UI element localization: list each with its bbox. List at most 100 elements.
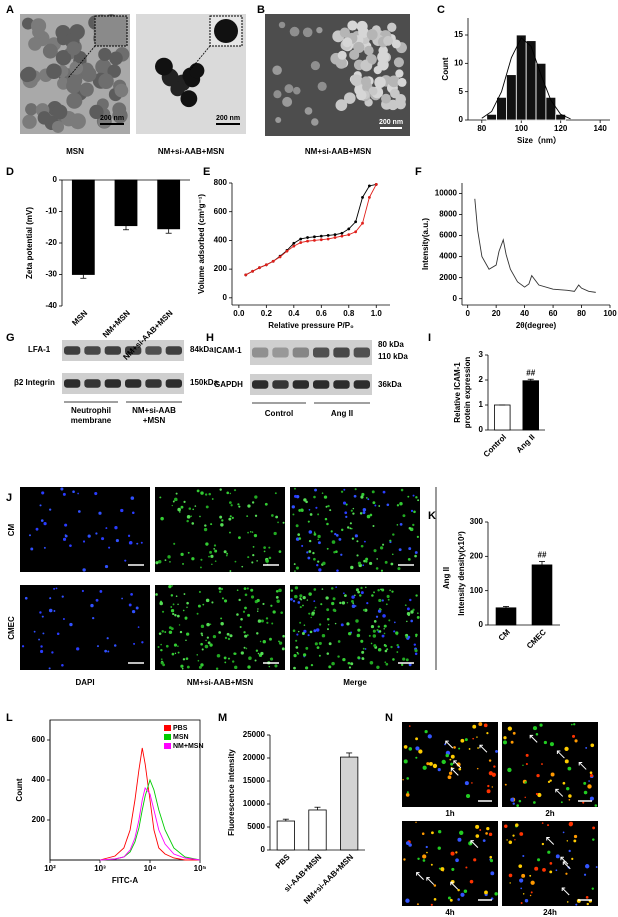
line [99,778,201,861]
particle [81,589,84,593]
particle [171,652,175,656]
marker [285,249,289,253]
particle [310,616,312,619]
particle [321,588,324,590]
panel-label: G [6,332,15,344]
x-axis-label: Relative pressure P/P₀ [268,321,354,330]
particle [130,593,133,596]
particle [368,561,373,566]
particle [355,588,359,592]
particle [417,857,420,861]
particle [410,509,414,513]
particle [292,599,296,603]
particle [200,632,203,635]
particle [395,98,406,110]
particle [465,866,468,869]
particle [384,661,387,664]
particle [237,503,240,506]
y-tick-label: 200 [214,264,228,273]
particle [264,502,268,506]
blot [62,373,184,394]
particle [232,660,235,663]
particle [177,645,179,647]
y-tick-label: 8000 [439,210,457,219]
particle [173,643,178,647]
particle [342,37,353,48]
significance-label: ## [526,368,535,377]
particle [372,634,377,638]
particle [198,590,201,593]
particle [560,801,563,804]
particle [291,505,295,509]
particle [30,547,34,551]
particle [77,492,79,495]
particle [568,822,573,827]
particle [293,494,298,498]
particle [311,611,315,615]
particle [53,610,56,612]
significance-label: ## [538,551,547,560]
particle [226,491,230,495]
particle [199,515,201,518]
particle [568,849,571,853]
particle [459,830,464,835]
particle [521,873,526,878]
particle [386,648,389,651]
histogram-bar [555,113,567,121]
arrow [445,740,454,749]
particle [390,88,400,99]
arrow [416,872,424,880]
particle [317,81,327,91]
column-label: NM+si-AAB+MSN [187,678,253,687]
particle [190,515,192,517]
particle [43,546,46,549]
particle [574,739,578,743]
marker [354,220,358,224]
particle [398,548,402,552]
legend-label: MSN [173,734,189,741]
particle [304,107,313,115]
band [333,380,350,389]
particle [520,902,523,905]
particle [308,530,313,534]
particle [104,649,108,653]
particle [571,857,574,860]
particle [393,57,404,68]
y-tick-label: 200 [470,551,484,560]
particle [244,606,247,610]
particle [211,601,214,604]
particle [575,903,578,906]
fluorescence-image [20,487,150,572]
particle [61,663,64,667]
x-tick-label: PBS [274,852,292,870]
particle [66,41,81,56]
particle [335,534,339,537]
particle [318,641,322,645]
particle [310,61,320,71]
particle [268,556,272,560]
particle [294,570,296,572]
arrow [560,856,569,865]
particle [337,655,340,658]
particle [186,606,188,609]
particle [82,568,86,572]
particle [275,116,282,124]
particle [248,656,252,660]
particle [243,631,246,634]
panel-label: C [437,4,445,16]
particle [377,588,380,592]
particle [356,633,361,638]
arrow [578,762,587,770]
panel-label: M [218,712,227,724]
particle [226,552,229,555]
particle [307,520,310,523]
particle [302,596,306,600]
particle [205,639,207,642]
band [252,380,269,389]
particle [412,494,415,497]
y-tick-label: 10000 [243,799,266,808]
particle [381,588,385,592]
particle [347,661,351,665]
particle [399,502,403,506]
